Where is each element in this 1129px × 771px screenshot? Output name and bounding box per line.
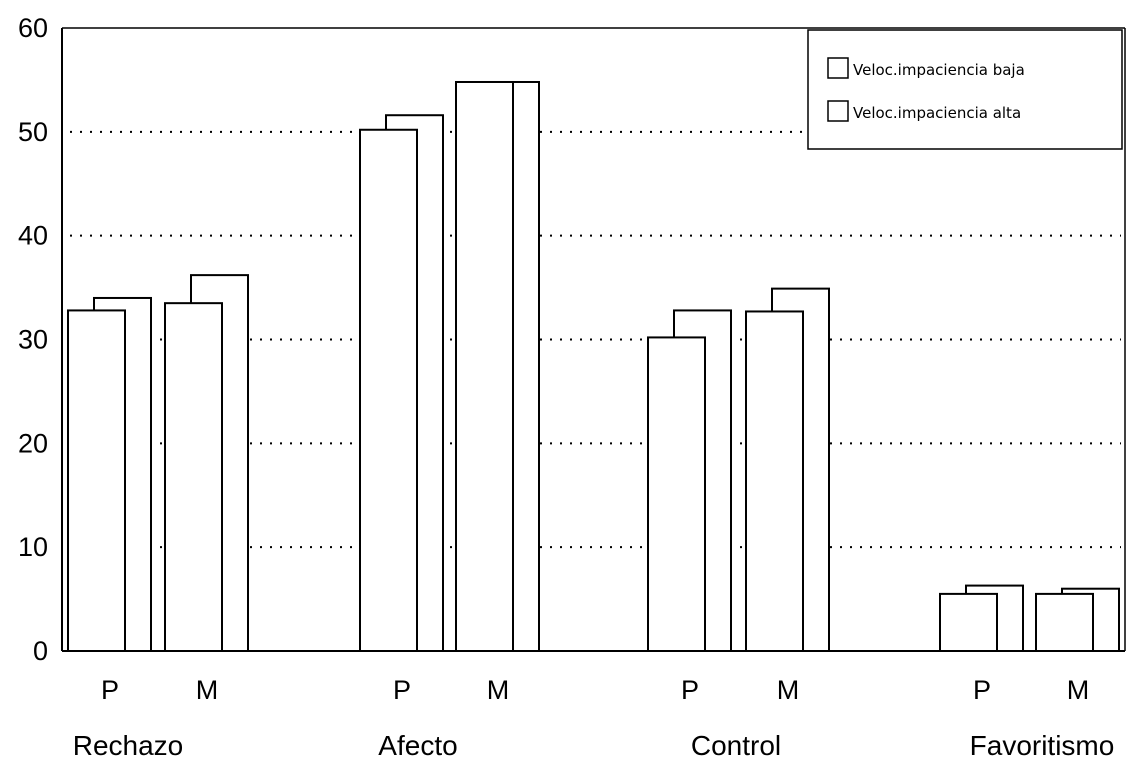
bar-control-p-baja bbox=[647, 336, 706, 652]
y-tick-labels: 0 10 20 30 40 50 60 bbox=[18, 13, 48, 666]
bars bbox=[67, 80, 1120, 653]
y-tick-label: 50 bbox=[18, 117, 48, 147]
bar-rechazo-m-baja bbox=[164, 302, 223, 652]
bar-favoritismo-m-baja bbox=[1035, 592, 1094, 652]
x-tick-label: M bbox=[777, 675, 800, 705]
x-tick-label: P bbox=[101, 675, 119, 705]
bar-favoritismo-p-baja bbox=[939, 592, 998, 652]
y-tick-label: 40 bbox=[18, 221, 48, 251]
x-tick-label: P bbox=[973, 675, 991, 705]
group-label-control: Control bbox=[691, 730, 781, 761]
bar-afecto-p-baja bbox=[359, 128, 418, 653]
legend-label-low: Veloc.impaciencia baja bbox=[853, 61, 1025, 79]
y-tick-label: 60 bbox=[18, 13, 48, 43]
group-label-afecto: Afecto bbox=[378, 730, 457, 761]
bar-afecto-m-baja bbox=[455, 80, 514, 652]
legend: Veloc.impaciencia baja Veloc.impaciencia… bbox=[807, 29, 1123, 150]
y-tick-label: 30 bbox=[18, 325, 48, 355]
x-tick-label: M bbox=[487, 675, 510, 705]
y-tick-label: 0 bbox=[33, 636, 48, 666]
group-labels: Rechazo Afecto Control Favoritismo bbox=[73, 730, 1115, 761]
y-tick-label: 20 bbox=[18, 428, 48, 458]
x-tick-label: M bbox=[196, 675, 219, 705]
axes bbox=[61, 27, 1126, 652]
group-label-rechazo: Rechazo bbox=[73, 730, 184, 761]
x-tick-label: M bbox=[1067, 675, 1090, 705]
bar-rechazo-p-baja bbox=[67, 309, 126, 652]
legend-swatch-low bbox=[827, 57, 849, 79]
legend-swatch-high bbox=[827, 100, 849, 122]
bar-control-m-baja bbox=[745, 310, 804, 652]
x-tick-label: P bbox=[681, 675, 699, 705]
legend-label-high: Veloc.impaciencia alta bbox=[853, 104, 1021, 122]
y-tick-label: 10 bbox=[18, 532, 48, 562]
x-tick-label: P bbox=[393, 675, 411, 705]
legend-box bbox=[807, 29, 1123, 150]
group-label-favoritismo: Favoritismo bbox=[970, 730, 1115, 761]
